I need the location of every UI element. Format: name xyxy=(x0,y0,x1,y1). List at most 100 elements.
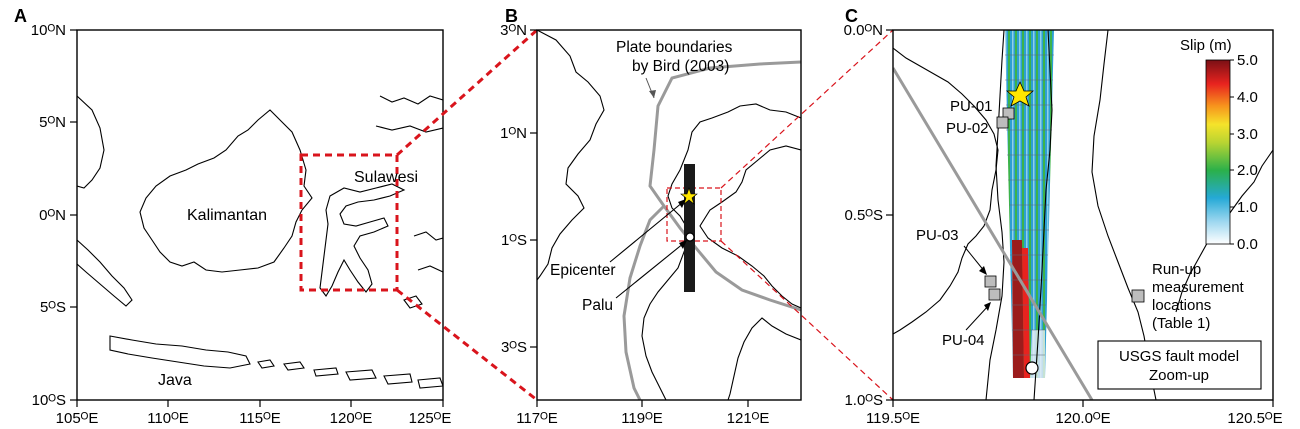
panel-b: B Plate boundaries by Bird (2003) Epicen… xyxy=(500,6,802,427)
fault-bar-b xyxy=(684,164,695,292)
label-sulawesi: Sulawesi xyxy=(354,169,418,186)
label-pu-02: PU-02 xyxy=(946,120,989,137)
panel-b-frame xyxy=(536,29,802,401)
mid-slip-patch xyxy=(1022,248,1030,378)
label-java: Java xyxy=(158,372,192,389)
marker-pu-02 xyxy=(996,116,1009,129)
colorbar-tick-0: 0.0 xyxy=(1237,236,1258,253)
kalimantan-coastline xyxy=(139,109,313,273)
maluku-coastline xyxy=(403,231,443,309)
legend-line-1: Run-up xyxy=(1152,261,1201,278)
b-xtick-1: 117ᴼE xyxy=(516,410,558,427)
panel-c-ticks xyxy=(886,29,1274,407)
connector-a-b xyxy=(396,28,538,402)
panel-a: A Kalimantan Sulawesi Java xyxy=(14,6,451,427)
philippines-coastline xyxy=(375,95,443,133)
epicenter-star-b xyxy=(680,187,698,205)
b-ytick-4: 3ᴼS xyxy=(501,339,527,356)
c-east-coastline xyxy=(1091,30,1157,400)
plate-boundary-b xyxy=(622,60,801,400)
legend-marker xyxy=(1131,289,1145,303)
panel-a-y-tick-labels: 10ᴼN 5ᴼN 0ᴼN 5ᴼS 10ᴼS xyxy=(31,22,66,409)
a-xtick-5: 125ᴼE xyxy=(409,410,452,427)
inset-box-a xyxy=(299,153,399,292)
palu-marker-c xyxy=(1025,361,1039,375)
b-sulawesi-east-coastline xyxy=(699,145,801,309)
sulawesi-coastline xyxy=(319,183,406,297)
high-slip-patch xyxy=(1012,240,1024,378)
legend-line-3: locations xyxy=(1152,297,1211,314)
epicenter-arrowhead xyxy=(678,199,686,208)
usgs-model-line-2: Zoom-up xyxy=(1149,367,1209,384)
colorbar-tick-5: 5.0 xyxy=(1237,52,1258,69)
a-xtick-1: 105ᴼE xyxy=(56,410,99,427)
legend-line-2: measurement xyxy=(1152,279,1245,296)
panel-a-letter: A xyxy=(14,6,27,26)
pu-04-pointer xyxy=(965,304,990,331)
c-xtick-1: 119.5ᴼE xyxy=(866,410,920,427)
c-ytick-3: 1.0ᴼS xyxy=(844,392,883,409)
malay-peninsula-coastline xyxy=(77,95,105,189)
panel-b-ticks xyxy=(530,29,749,407)
label-kalimantan: Kalimantan xyxy=(187,207,267,224)
b-ytick-3: 1ᴼS xyxy=(501,232,527,249)
c-ytick-1: 0.0ᴼN xyxy=(844,22,883,39)
panel-a-ticks xyxy=(70,29,444,407)
colorbar-title: Slip (m) xyxy=(1180,37,1232,54)
colorbar-tick-2: 2.0 xyxy=(1237,162,1258,179)
panel-c-y-tick-labels: 0.0ᴼN 0.5ᴼS 1.0ᴼS xyxy=(844,22,883,409)
b-ytick-1: 3ᴼN xyxy=(500,22,527,39)
label-palu: Palu xyxy=(582,297,613,314)
panel-c-letter: C xyxy=(845,6,858,26)
plate-label-arrowhead xyxy=(649,90,656,98)
b-xtick-3: 121ᴼE xyxy=(727,410,770,427)
panel-a-x-tick-labels: 105ᴼE 110ᴼE 115ᴼE 120ᴼE 125ᴼE xyxy=(56,410,452,427)
c-bay-west-coastline xyxy=(985,30,1005,400)
palu-marker-b xyxy=(685,232,695,242)
pu-03-pointer xyxy=(963,245,986,273)
panel-b-letter: B xyxy=(505,6,518,26)
label-plate-boundaries-2: by Bird (2003) xyxy=(632,58,729,75)
b-xtick-2: 119ᴼE xyxy=(621,410,663,427)
usgs-model-box xyxy=(1097,340,1262,390)
a-xtick-3: 115ᴼE xyxy=(239,410,281,427)
lesser-sunda-coastline xyxy=(257,359,443,389)
legend-line-4: (Table 1) xyxy=(1152,315,1210,332)
colorbar xyxy=(1205,59,1231,245)
marker-pu-04 xyxy=(988,288,1001,301)
label-pu-01: PU-01 xyxy=(950,98,993,115)
colorbar-tick-1: 1.0 xyxy=(1237,199,1258,216)
colorbar-tick-3: 3.0 xyxy=(1237,126,1258,143)
b-ytick-2: 1ᴼN xyxy=(500,125,527,142)
c-xtick-3: 120.5ᴼE xyxy=(1227,410,1282,427)
colorbar-ticks xyxy=(1230,59,1234,245)
plate-boundary-c xyxy=(893,67,1094,400)
fault-model-slip xyxy=(1005,30,1054,378)
c-ytick-2: 0.5ᴼS xyxy=(844,207,883,224)
panel-b-map: Plate boundaries by Bird (2003) Epicente… xyxy=(537,30,801,400)
a-xtick-4: 120ᴼE xyxy=(330,410,373,427)
panel-b-y-tick-labels: 3ᴼN 1ᴼN 1ᴼS 3ᴼS xyxy=(500,22,527,356)
c-west-coastline xyxy=(893,47,999,335)
label-plate-boundaries-1: Plate boundaries xyxy=(616,39,733,56)
b-sulawesi-coastline xyxy=(641,103,801,400)
pu-03-arrowhead xyxy=(979,266,987,275)
epicenter-pointer xyxy=(609,201,684,263)
sumatra-coastline xyxy=(77,239,133,307)
c-bay-east-coastline xyxy=(1033,30,1053,400)
a-ytick-5: 10ᴼS xyxy=(32,392,66,409)
marker-pu-03 xyxy=(984,275,997,288)
c-xtick-2: 120.0ᴼE xyxy=(1055,410,1110,427)
label-epicenter: Epicenter xyxy=(550,262,615,279)
colorbar-tick-4: 4.0 xyxy=(1237,89,1258,106)
label-pu-04: PU-04 xyxy=(942,332,985,349)
panel-c: C xyxy=(844,6,1283,427)
panel-c-x-tick-labels: 119.5ᴼE 120.0ᴼE 120.5ᴼE xyxy=(866,410,1283,427)
panel-b-x-tick-labels: 117ᴼE 119ᴼE 121ᴼE xyxy=(516,410,769,427)
java-coastline xyxy=(109,335,251,369)
panel-c-map: PU-01 PU-02 PU-03 PU-04 Slip (m) 5.0 4.0… xyxy=(893,30,1273,400)
label-pu-03: PU-03 xyxy=(916,227,959,244)
a-xtick-2: 110ᴼE xyxy=(147,410,189,427)
panel-a-map: Kalimantan Sulawesi Java xyxy=(77,95,443,389)
